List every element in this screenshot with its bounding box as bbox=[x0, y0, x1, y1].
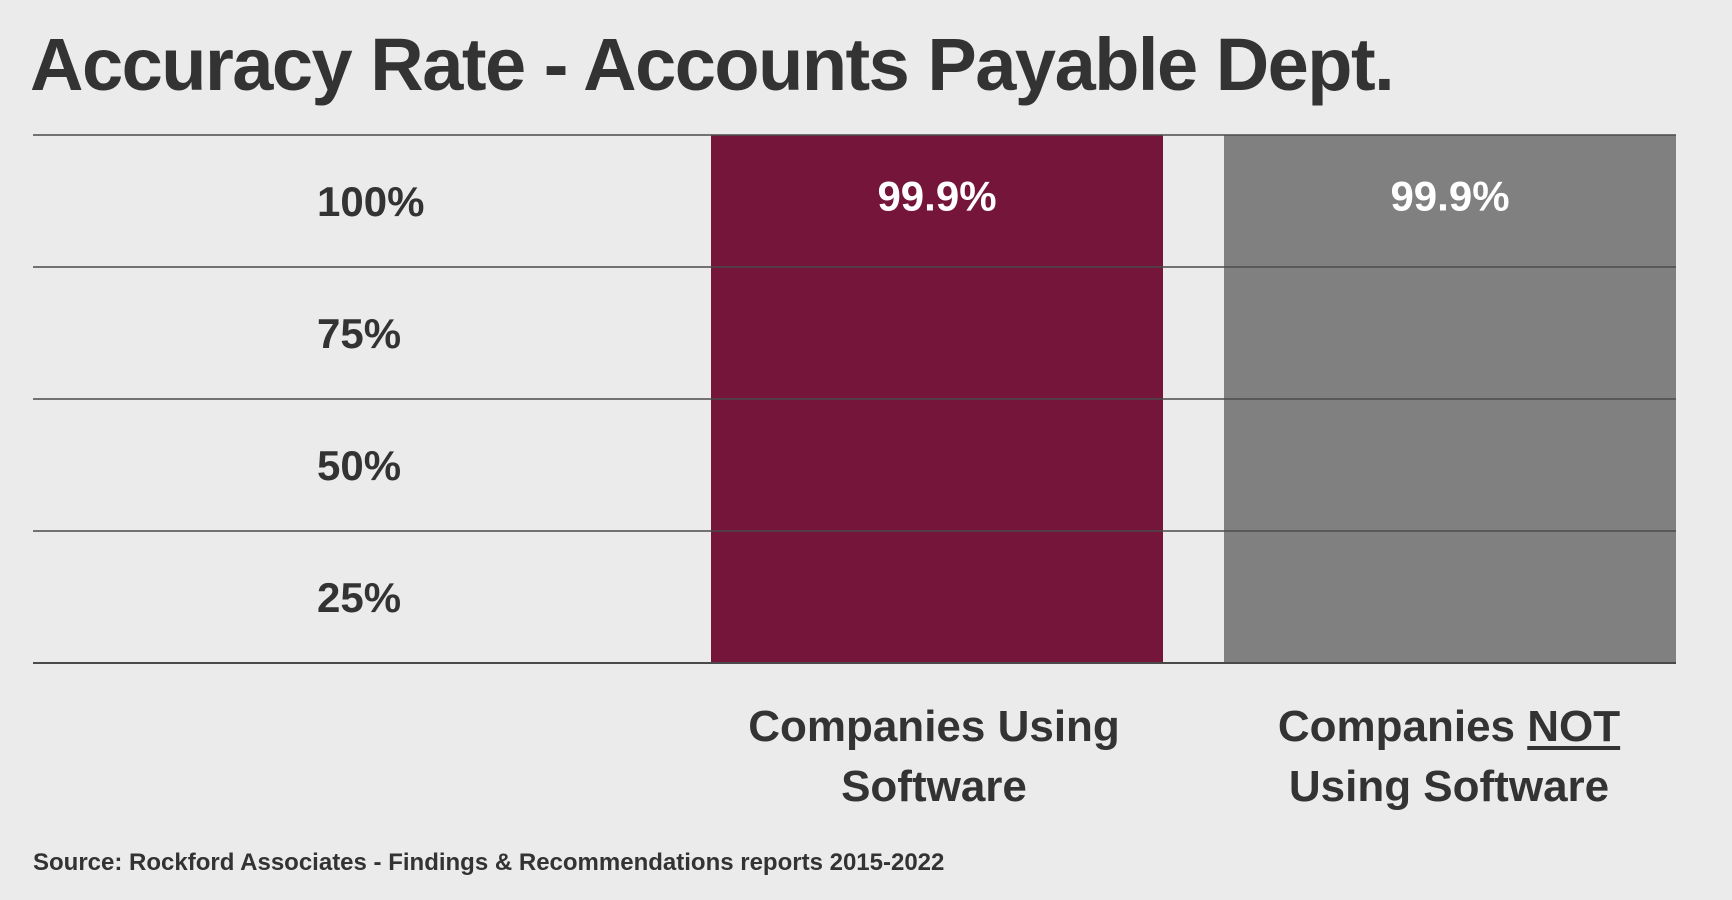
y-tick-labels: 100% 75% 50% 25% bbox=[317, 178, 424, 621]
category-label-using-software: Companies Using Software bbox=[684, 697, 1184, 817]
category-label-line1: Companies Using bbox=[748, 702, 1120, 751]
gridlines bbox=[33, 134, 1676, 664]
chart-title: Accuracy Rate - Accounts Payable Dept. bbox=[30, 23, 1395, 106]
category-label-not-using-software: Companies NOT Using Software bbox=[1199, 697, 1699, 817]
category-label-not-emphasis: NOT bbox=[1527, 702, 1621, 751]
category-label-line1: Companies bbox=[1277, 702, 1528, 751]
data-label: 99.9% bbox=[1390, 173, 1509, 220]
y-tick-label: 50% bbox=[317, 442, 401, 489]
data-label: 99.9% bbox=[877, 173, 996, 220]
category-label-line2: Using Software bbox=[1288, 762, 1610, 811]
y-tick-label: 100% bbox=[317, 178, 424, 225]
y-tick-label: 75% bbox=[317, 310, 401, 357]
source-note: Source: Rockford Associates - Findings &… bbox=[33, 849, 945, 876]
y-tick-label: 25% bbox=[317, 574, 401, 621]
category-label-line2: Software bbox=[841, 762, 1027, 811]
data-labels: 99.9% 99.9% bbox=[877, 173, 1509, 220]
